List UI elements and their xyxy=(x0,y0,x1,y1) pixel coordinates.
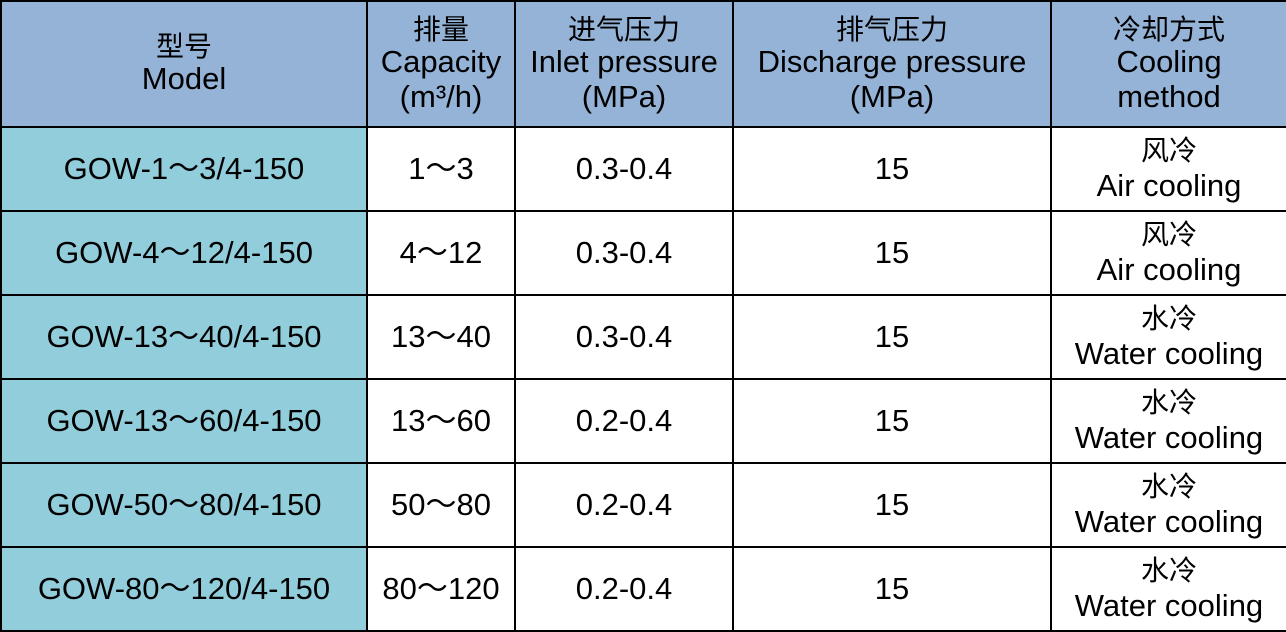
header-row: 型号 Model 排量 Capacity (m³/h) 进气压力 Inlet p… xyxy=(0,0,1286,128)
table-row: GOW-13～60/4-150 13～60 0.2-0.4 15 水冷 Wate… xyxy=(0,378,1286,464)
cell-cooling-cn: 风冷 xyxy=(1140,217,1197,251)
header-inlet-en: Inlet pressure xyxy=(530,43,718,79)
cell-discharge: 15 xyxy=(732,294,1052,380)
cell-cooling-en: Water cooling xyxy=(1074,336,1264,372)
cell-cooling: 水冷 Water cooling xyxy=(1050,294,1286,380)
cell-capacity: 13～40 xyxy=(366,294,516,380)
header-cooling-en1: Cooling xyxy=(1116,43,1222,79)
cell-model: GOW-80～120/4-150 xyxy=(0,546,368,632)
cell-capacity: 4～12 xyxy=(366,210,516,296)
cell-discharge: 15 xyxy=(732,546,1052,632)
cell-model: GOW-4～12/4-150 xyxy=(0,210,368,296)
cell-discharge: 15 xyxy=(732,462,1052,548)
cell-cooling-cn: 水冷 xyxy=(1140,301,1197,335)
cell-inlet: 0.2-0.4 xyxy=(514,546,734,632)
header-discharge: 排气压力 Discharge pressure (MPa) xyxy=(732,0,1052,128)
cell-capacity: 13～60 xyxy=(366,378,516,464)
cell-cooling-en: Air cooling xyxy=(1096,252,1242,288)
header-cooling: 冷却方式 Cooling method xyxy=(1050,0,1286,128)
header-inlet-cn: 进气压力 xyxy=(567,12,680,46)
cell-cooling: 风冷 Air cooling xyxy=(1050,126,1286,212)
header-inlet: 进气压力 Inlet pressure (MPa) xyxy=(514,0,734,128)
cell-inlet: 0.3-0.4 xyxy=(514,126,734,212)
table-row: GOW-50～80/4-150 50～80 0.2-0.4 15 水冷 Wate… xyxy=(0,462,1286,548)
cell-inlet: 0.2-0.4 xyxy=(514,378,734,464)
cell-model: GOW-50～80/4-150 xyxy=(0,462,368,548)
cell-capacity: 1～3 xyxy=(366,126,516,212)
table-row: GOW-4～12/4-150 4～12 0.3-0.4 15 风冷 Air co… xyxy=(0,210,1286,296)
cell-cooling: 风冷 Air cooling xyxy=(1050,210,1286,296)
header-discharge-cn: 排气压力 xyxy=(835,12,948,46)
header-capacity-unit: (m³/h) xyxy=(399,78,483,114)
cell-cooling: 水冷 Water cooling xyxy=(1050,546,1286,632)
header-cooling-en2: method xyxy=(1117,78,1221,114)
cell-discharge: 15 xyxy=(732,210,1052,296)
table-body: GOW-1～3/4-150 1～3 0.3-0.4 15 风冷 Air cool… xyxy=(0,126,1286,632)
cell-cooling-cn: 水冷 xyxy=(1140,469,1197,503)
cell-inlet: 0.3-0.4 xyxy=(514,210,734,296)
header-model: 型号 Model xyxy=(0,0,368,128)
cell-cooling-en: Water cooling xyxy=(1074,504,1264,540)
header-model-cn: 型号 xyxy=(155,29,212,63)
header-inlet-unit: (MPa) xyxy=(581,78,667,114)
cell-cooling: 水冷 Water cooling xyxy=(1050,378,1286,464)
header-discharge-unit: (MPa) xyxy=(849,78,935,114)
cell-inlet: 0.2-0.4 xyxy=(514,462,734,548)
header-discharge-en: Discharge pressure xyxy=(757,43,1027,79)
cell-discharge: 15 xyxy=(732,378,1052,464)
header-model-en: Model xyxy=(141,61,227,97)
header-cooling-cn: 冷却方式 xyxy=(1112,12,1225,46)
header-capacity-en: Capacity xyxy=(380,43,502,79)
cell-cooling-cn: 水冷 xyxy=(1140,385,1197,419)
header-capacity-cn: 排量 xyxy=(412,12,469,46)
cell-cooling: 水冷 Water cooling xyxy=(1050,462,1286,548)
cell-cooling-cn: 水冷 xyxy=(1140,553,1197,587)
table-row: GOW-1～3/4-150 1～3 0.3-0.4 15 风冷 Air cool… xyxy=(0,126,1286,212)
cell-model: GOW-13～60/4-150 xyxy=(0,378,368,464)
cell-inlet: 0.3-0.4 xyxy=(514,294,734,380)
header-capacity: 排量 Capacity (m³/h) xyxy=(366,0,516,128)
cell-model: GOW-13～40/4-150 xyxy=(0,294,368,380)
table-row: GOW-13～40/4-150 13～40 0.3-0.4 15 水冷 Wate… xyxy=(0,294,1286,380)
cell-capacity: 50～80 xyxy=(366,462,516,548)
table-header: 型号 Model 排量 Capacity (m³/h) 进气压力 Inlet p… xyxy=(0,0,1286,128)
cell-discharge: 15 xyxy=(732,126,1052,212)
cell-model: GOW-1～3/4-150 xyxy=(0,126,368,212)
cell-capacity: 80～120 xyxy=(366,546,516,632)
cell-cooling-en: Water cooling xyxy=(1074,588,1264,624)
cell-cooling-en: Air cooling xyxy=(1096,168,1242,204)
table-row: GOW-80～120/4-150 80～120 0.2-0.4 15 水冷 Wa… xyxy=(0,546,1286,632)
cell-cooling-en: Water cooling xyxy=(1074,420,1264,456)
cell-cooling-cn: 风冷 xyxy=(1140,133,1197,167)
